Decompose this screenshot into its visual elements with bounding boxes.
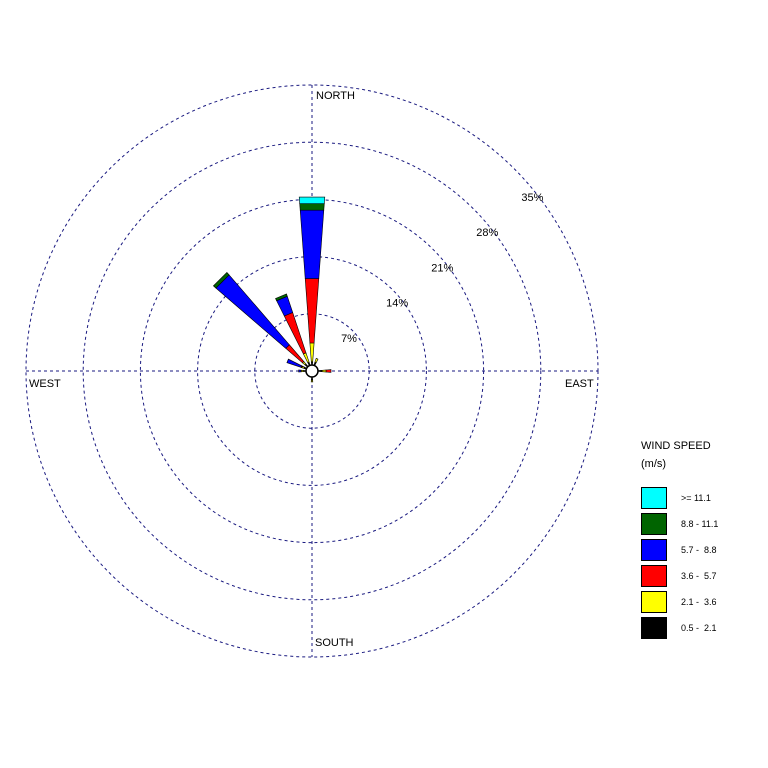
- legend-label: 3.6 - 5.7: [681, 571, 717, 581]
- petal-nnw-bin-4: [275, 293, 288, 302]
- petal-n-bin-3: [299, 209, 325, 279]
- legend-swatch: [641, 487, 667, 509]
- petal-wnw-bin-3: [286, 358, 302, 368]
- legend-label: 0.5 - 2.1: [681, 623, 717, 633]
- legend-units: (m/s): [641, 458, 667, 470]
- legend-items: >= 11.1 8.8 - 11.1 5.7 - 8.8 3.6 - 5.7 2.1 -…: [641, 485, 761, 641]
- ring-label-2: 14%: [386, 298, 408, 310]
- ring-2: [197, 256, 427, 486]
- petal-e-bin-2: [325, 369, 332, 373]
- wind-petals: [212, 196, 332, 383]
- legend-label: 8.8 - 11.1: [681, 519, 719, 529]
- legend-item-4: 3.6 - 5.7: [641, 563, 761, 589]
- legend-item-2: 8.8 - 11.1: [641, 511, 761, 537]
- petal-nw-bin-4: [212, 271, 230, 289]
- legend-swatch: [641, 565, 667, 587]
- wind-speed-legend: WIND SPEED (m/s) >= 11.1 8.8 - 11.1 5.7 - …: [641, 437, 761, 641]
- legend-item-5: 2.1 - 3.6: [641, 589, 761, 615]
- petal-nnw-bin-1: [302, 352, 310, 364]
- direction-label-north: NORTH: [316, 90, 355, 102]
- ring-4: [82, 141, 542, 601]
- ring-label-4: 28%: [476, 227, 498, 239]
- legend-label: 5.7 - 8.8: [681, 545, 717, 555]
- petal-w2-bin-1: [300, 369, 304, 373]
- petal-n-bin-5: [298, 196, 326, 204]
- calms-circle: [305, 364, 319, 378]
- petal-e-bin-1: [321, 369, 327, 373]
- direction-label-east: EAST: [565, 378, 594, 390]
- legend-label: 2.1 - 3.6: [681, 597, 717, 607]
- petal-n-bin-4: [299, 203, 325, 211]
- legend-title: WIND SPEED: [641, 440, 711, 452]
- direction-label-west: WEST: [29, 378, 61, 390]
- ring-label-1: 7%: [341, 333, 357, 345]
- ring-label-3: 21%: [431, 262, 453, 274]
- direction-label-south: SOUTH: [315, 637, 354, 649]
- legend-item-3: 5.7 - 8.8: [641, 537, 761, 563]
- petal-n-bin-1: [309, 342, 315, 363]
- petal-w2-bin-3: [298, 369, 302, 373]
- legend-swatch: [641, 617, 667, 639]
- legend-swatch: [641, 539, 667, 561]
- legend-item-1: >= 11.1: [641, 485, 761, 511]
- ring-label-5: 35%: [521, 192, 543, 204]
- legend-swatch: [641, 591, 667, 613]
- petal-s-bin-1: [310, 379, 314, 383]
- legend-item-6: 0.5 - 2.1: [641, 615, 761, 641]
- petal-n-bin-2: [304, 278, 320, 344]
- legend-swatch: [641, 513, 667, 535]
- petal-nw-bin-3: [215, 274, 290, 349]
- petal-nne-bin-1: [314, 357, 319, 364]
- ring-labels: 7% 14% 21% 28% 35%: [341, 192, 544, 345]
- legend-label: >= 11.1: [681, 493, 711, 503]
